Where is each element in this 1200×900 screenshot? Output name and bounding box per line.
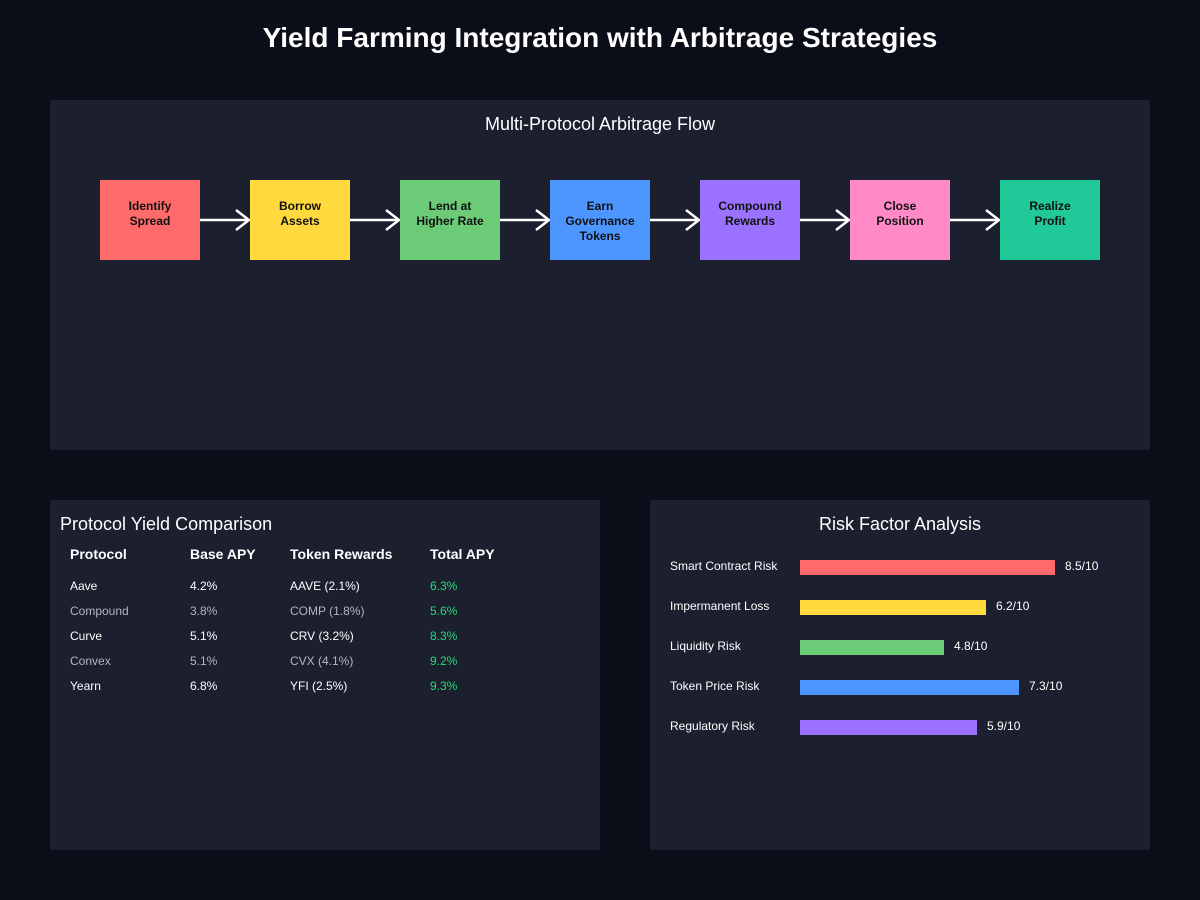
protocol-cell: Curve [70,629,103,643]
total-apy-cell: 9.2% [430,654,458,668]
protocol-cell: Yearn [70,679,101,693]
risk-value: 6.2/10 [996,599,1030,613]
token-rewards-cell: COMP (1.8%) [290,604,365,618]
token-rewards-cell: AAVE (2.1%) [290,579,360,593]
risk-value: 5.9/10 [987,719,1021,733]
arbitrage-flow-panel: Multi-Protocol Arbitrage Flow Identify S… [50,100,1150,450]
risk-title: Risk Factor Analysis [818,514,982,534]
base-apy-cell: 4.2% [190,579,218,593]
total-apy-cell: 5.6% [430,604,458,618]
risk-bar [800,600,986,615]
risk-value: 4.8/10 [954,639,988,653]
page-title: Yield Farming Integration with Arbitrage… [262,22,938,53]
flow-step-label: Lend at Higher Rate [416,199,484,228]
table-row: Compound 3.8% COMP (1.8%) 5.6% [50,604,600,622]
header-base-apy: Base APY [190,546,256,562]
risk-bar [800,680,1019,695]
flow-step-label: Realize Profit [1029,199,1071,228]
flow-title: Multi-Protocol Arbitrage Flow [484,114,716,134]
table-row: Curve 5.1% CRV (3.2%) 8.3% [50,629,600,647]
total-apy-cell: 9.3% [430,679,458,693]
flow-step-7: Realize Profit [1000,180,1100,260]
header-total-apy: Total APY [430,546,495,562]
token-rewards-cell: CVX (4.1%) [290,654,354,668]
flow-step-2: Borrow Assets [250,180,350,260]
risk-bar-track [800,680,1100,695]
risk-bar [800,720,977,735]
flow-step-6: Close Position [850,180,950,260]
flow-step-label: Compound Rewards [718,199,782,228]
flow-arrow-icon [650,209,702,231]
table-header-row: Protocol Base APY Token Rewards Total AP… [50,546,600,564]
risk-bar-track [800,720,1100,735]
risk-bar-track [800,600,1100,615]
risk-label: Token Price Risk [670,679,760,693]
header-token-rewards: Token Rewards [290,546,393,562]
total-apy-cell: 8.3% [430,629,458,643]
token-rewards-cell: CRV (3.2%) [290,629,354,643]
flow-step-label: Identify Spread [128,199,172,228]
header-protocol: Protocol [70,546,127,562]
risk-value: 8.5/10 [1065,559,1099,573]
flow-arrow-icon [350,209,402,231]
flow-arrow-icon [200,209,252,231]
risk-row: Smart Contract Risk 8.5/10 [650,559,1150,579]
protocol-cell: Aave [70,579,98,593]
token-rewards-cell: YFI (2.5%) [290,679,348,693]
flow-step-label: Close Position [876,199,924,228]
total-apy-cell: 6.3% [430,579,458,593]
flow-step-label: Borrow Assets [279,199,321,228]
table-row: Yearn 6.8% YFI (2.5%) 9.3% [50,679,600,697]
table-title: Protocol Yield Comparison [60,514,273,534]
flow-step-4: Earn Governance Tokens [550,180,650,260]
flow-step-5: Compound Rewards [700,180,800,260]
flow-step-label: Earn Governance Tokens [565,199,635,243]
risk-label: Regulatory Risk [670,719,755,733]
risk-bar-track [800,640,1100,655]
risk-row: Token Price Risk 7.3/10 [650,679,1150,699]
yield-comparison-panel: Protocol Yield Comparison Protocol Base … [50,500,600,850]
risk-value: 7.3/10 [1029,679,1063,693]
protocol-cell: Compound [70,604,129,618]
risk-label: Impermanent Loss [670,599,770,613]
base-apy-cell: 5.1% [190,654,218,668]
risk-bar-track [800,560,1100,575]
flow-arrow-icon [800,209,852,231]
base-apy-cell: 5.1% [190,629,218,643]
risk-row: Regulatory Risk 5.9/10 [650,719,1150,739]
flow-step-3: Lend at Higher Rate [400,180,500,260]
risk-bar [800,560,1055,575]
table-row: Aave 4.2% AAVE (2.1%) 6.3% [50,579,600,597]
risk-bar [800,640,944,655]
risk-label: Liquidity Risk [670,639,741,653]
risk-row: Liquidity Risk 4.8/10 [650,639,1150,659]
protocol-cell: Convex [70,654,111,668]
base-apy-cell: 3.8% [190,604,218,618]
flow-step-1: Identify Spread [100,180,200,260]
risk-row: Impermanent Loss 6.2/10 [650,599,1150,619]
flow-arrow-icon [950,209,1002,231]
risk-label: Smart Contract Risk [670,559,778,573]
flow-arrow-icon [500,209,552,231]
risk-analysis-panel: Risk Factor Analysis Smart Contract Risk… [650,500,1150,850]
table-row: Convex 5.1% CVX (4.1%) 9.2% [50,654,600,672]
base-apy-cell: 6.8% [190,679,218,693]
